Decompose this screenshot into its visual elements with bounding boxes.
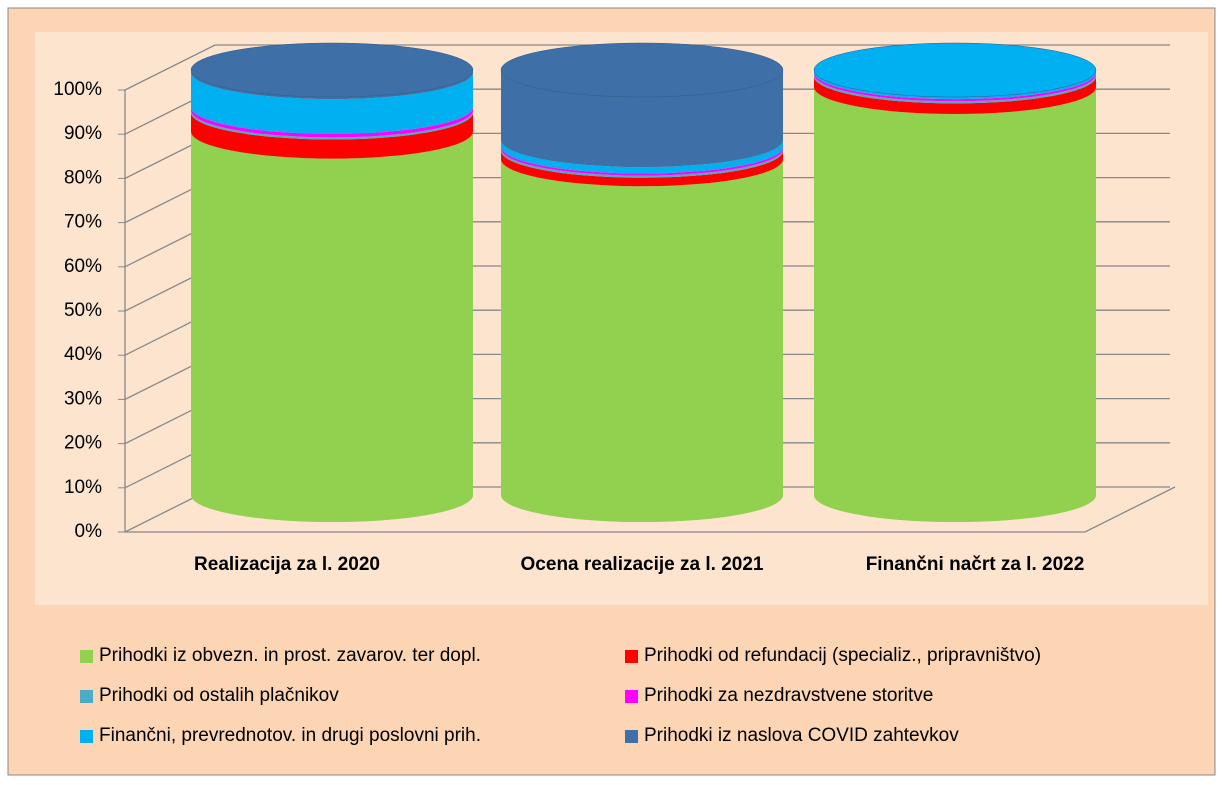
y-tick-label: 20% bbox=[64, 433, 102, 454]
legend-item: Prihodki iz obvezn. in prost. zavarov. t… bbox=[80, 645, 625, 667]
x-tick-label: Realizacija za l. 2020 bbox=[194, 554, 380, 575]
legend-swatch bbox=[80, 649, 93, 663]
legend-swatch bbox=[80, 689, 93, 703]
legend-item: Prihodki od refundacij (specializ., prip… bbox=[625, 645, 1185, 667]
legend-label: Prihodki od refundacij (specializ., prip… bbox=[644, 645, 1042, 666]
legend-swatch bbox=[625, 689, 638, 703]
cylinder-segment bbox=[191, 112, 473, 159]
cylinder-segment bbox=[501, 70, 783, 168]
legend-label: Prihodki od ostalih plačnikov bbox=[99, 685, 339, 706]
legend-swatch bbox=[80, 729, 93, 743]
y-tick-label: 60% bbox=[64, 256, 102, 277]
y-tick-label: 30% bbox=[64, 388, 102, 409]
y-tick-label: 100% bbox=[53, 79, 102, 100]
cylinder-segment bbox=[814, 76, 1096, 114]
y-tick-label: 0% bbox=[75, 521, 103, 542]
cylinder-segment bbox=[501, 159, 783, 522]
legend-item: Prihodki za nezdravstvene storitve bbox=[625, 685, 1185, 707]
legend-item: Prihodki od ostalih plačnikov bbox=[80, 685, 625, 707]
cylinder-segment bbox=[191, 131, 473, 522]
y-tick-label: 80% bbox=[64, 167, 102, 188]
legend-label: Prihodki za nezdravstvene storitve bbox=[644, 685, 934, 706]
cylinder-top bbox=[190, 42, 474, 98]
legend: Prihodki iz obvezn. in prost. zavarov. t… bbox=[80, 645, 1190, 747]
y-tick-label: 10% bbox=[64, 477, 102, 498]
legend-swatch bbox=[625, 729, 638, 743]
y-tick-label: 40% bbox=[64, 344, 102, 365]
x-tick-label: Finančni načrt za l. 2022 bbox=[865, 554, 1085, 575]
cylinder-top bbox=[813, 42, 1097, 98]
y-tick-label: 50% bbox=[64, 300, 102, 321]
cylinder-segment bbox=[814, 87, 1096, 522]
x-tick-label: Ocena realizacije za l. 2021 bbox=[520, 554, 764, 575]
legend-label: Finančni, prevrednotov. in drugi poslovn… bbox=[99, 725, 481, 746]
legend-item: Prihodki iz naslova COVID zahtevkov bbox=[625, 725, 1185, 747]
legend-label: Prihodki iz obvezn. in prost. zavarov. t… bbox=[99, 645, 481, 666]
cylinder-segment bbox=[501, 150, 783, 187]
floor bbox=[125, 486, 1176, 533]
y-tick-label: 70% bbox=[64, 212, 102, 233]
cylinder-top bbox=[500, 42, 784, 98]
legend-swatch bbox=[625, 649, 638, 663]
cylinder-segment bbox=[191, 72, 473, 134]
y-tick-label: 90% bbox=[64, 123, 102, 144]
grid-line bbox=[124, 44, 1170, 91]
cylinder-segment bbox=[501, 140, 783, 174]
legend-item: Finančni, prevrednotov. in drugi poslovn… bbox=[80, 725, 625, 747]
legend-label: Prihodki iz naslova COVID zahtevkov bbox=[644, 725, 959, 746]
